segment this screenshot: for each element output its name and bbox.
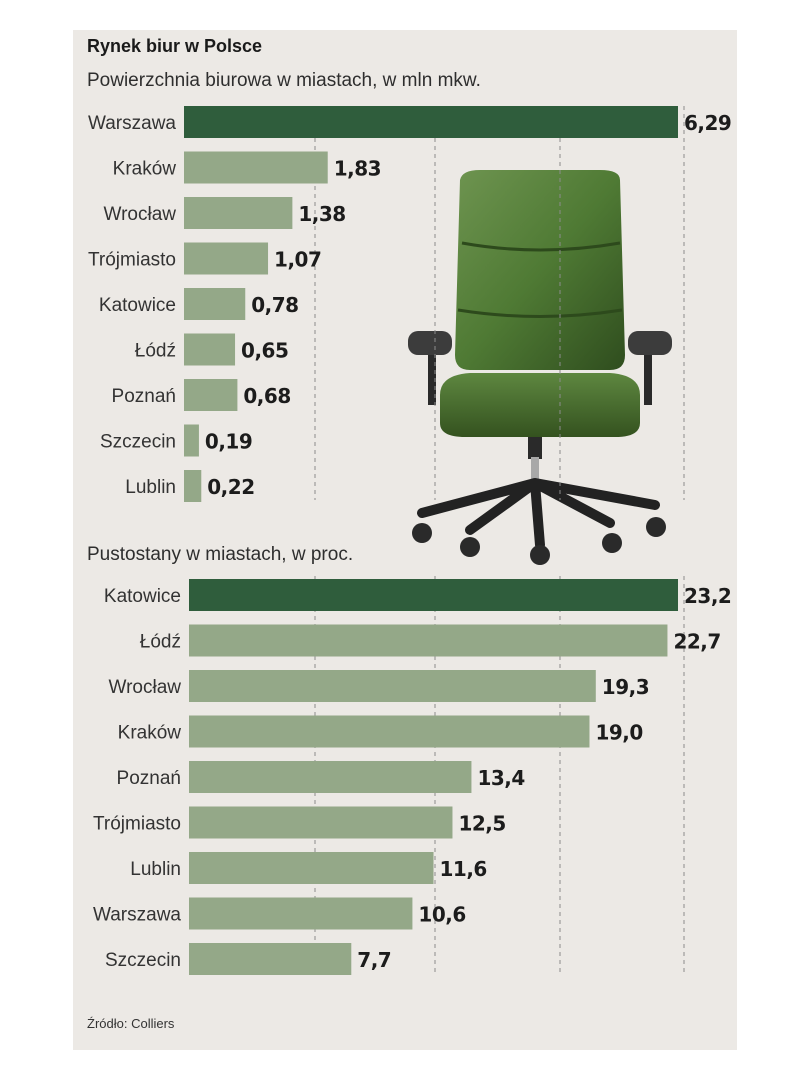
source-note: Źródło: Colliers <box>87 1016 175 1031</box>
space-value-label: 0,68 <box>243 384 290 408</box>
space-value-label: 0,22 <box>207 475 254 499</box>
vacancy-category-label: Szczecin <box>105 950 181 971</box>
vacancy-bar <box>189 624 668 657</box>
vacancy-value-label: 12,5 <box>458 812 505 836</box>
space-bar <box>184 424 199 457</box>
space-category-label: Katowice <box>99 295 176 316</box>
space-category-label: Poznań <box>112 386 176 407</box>
space-value-label: 1,83 <box>334 157 381 181</box>
vacancy-value-label: 7,7 <box>357 948 391 972</box>
space-bar <box>184 242 269 275</box>
vacancy-value-label: 19,0 <box>595 721 642 745</box>
vacancy-category-label: Kraków <box>118 723 182 744</box>
space-bar <box>184 106 678 138</box>
space-value-label: 0,65 <box>241 339 288 363</box>
space-bar <box>184 197 293 229</box>
space-category-label: Łódź <box>135 341 176 362</box>
vacancy-bar <box>189 715 590 748</box>
vacancy-value-label: 19,3 <box>602 675 649 699</box>
space-value-label: 1,07 <box>274 248 321 272</box>
vacancy-bar <box>189 806 453 839</box>
space-bar <box>184 288 246 320</box>
vacancy-value-label: 22,7 <box>673 630 720 654</box>
vacancy-category-label: Wrocław <box>109 677 182 698</box>
space-category-label: Lublin <box>125 477 176 498</box>
vacancy-bar <box>189 761 472 793</box>
space-bar <box>184 333 236 366</box>
vacancy-category-label: Warszawa <box>93 905 181 926</box>
vacancy-value-label: 13,4 <box>477 766 524 790</box>
space-category-label: Szczecin <box>100 432 176 453</box>
space-value-label: 6,29 <box>684 111 731 135</box>
space-value-label: 1,38 <box>298 202 345 226</box>
space-value-label: 0,78 <box>251 293 298 317</box>
space-bar <box>184 470 202 502</box>
office-chair-image <box>408 170 672 565</box>
space-bar <box>184 151 328 184</box>
vacancy-category-label: Lublin <box>130 859 181 880</box>
page-title: Rynek biur w Polsce <box>87 36 263 56</box>
vacancy-bar <box>189 943 352 975</box>
vacancy-category-label: Trójmiasto <box>93 814 181 835</box>
vacancy-category-label: Katowice <box>104 586 181 607</box>
vacancy-subtitle: Pustostany w miastach, w proc. <box>87 544 354 565</box>
space-category-label: Wrocław <box>104 204 177 225</box>
space-category-label: Trójmiasto <box>88 250 176 271</box>
vacancy-category-label: Łódź <box>140 632 181 653</box>
space-value-label: 0,19 <box>205 430 252 454</box>
office-space-subtitle: Powierzchnia biurowa w miastach, w mln m… <box>87 70 481 91</box>
vacancy-bar <box>189 579 678 611</box>
vacancy-value-label: 23,2 <box>684 584 731 608</box>
vacancy-bar <box>189 670 596 702</box>
space-bar <box>184 379 238 411</box>
vacancy-value-label: 11,6 <box>440 857 487 881</box>
space-category-label: Kraków <box>113 159 177 180</box>
vacancy-value-label: 10,6 <box>418 903 465 927</box>
vacancy-category-label: Poznań <box>117 768 181 789</box>
space-category-label: Warszawa <box>88 113 176 134</box>
vacancy-bar <box>189 897 413 930</box>
vacancy-bar <box>189 852 434 884</box>
